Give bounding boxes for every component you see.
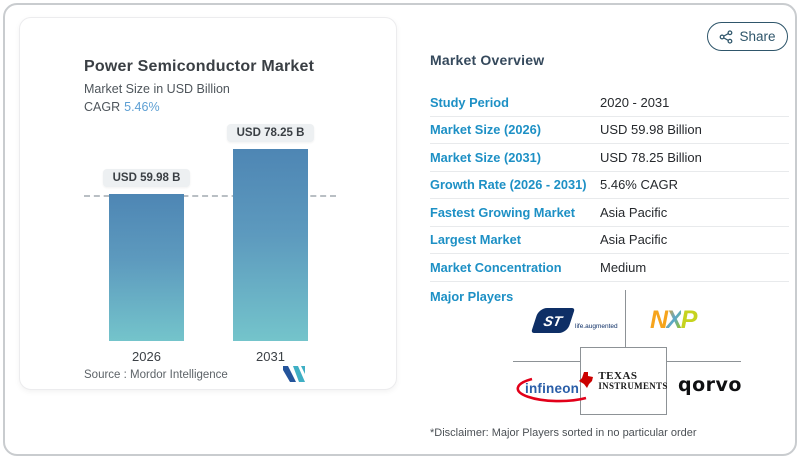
- infineon-arc-icon: [516, 377, 587, 403]
- disclaimer-text: *Disclaimer: Major Players sorted in no …: [430, 427, 697, 439]
- table-row: Growth Rate (2026 - 2031) 5.46% CAGR: [430, 172, 789, 199]
- ti-line1: TEXAS: [598, 369, 638, 382]
- table-row: Market Concentration Medium: [430, 254, 789, 282]
- texas-instruments-text: TEXAS INSTRUMENTS: [598, 369, 668, 392]
- source-value: Mordor Intelligence: [130, 369, 228, 381]
- reference-dashed-line: [84, 195, 336, 197]
- row-value: USD 78.25 Billion: [600, 149, 702, 165]
- row-label: Market Size (2026): [430, 122, 541, 138]
- infineon-wordmark: infineon: [525, 381, 580, 396]
- row-label: Fastest Growing Market: [430, 204, 576, 220]
- source-caption: Source : Mordor Intelligence: [84, 369, 228, 381]
- st-letters: ST: [542, 312, 564, 329]
- bar-2026[interactable]: [109, 194, 184, 341]
- row-label: Market Concentration: [430, 259, 562, 275]
- st-swoosh-icon: ST: [530, 308, 576, 333]
- row-value: Asia Pacific: [600, 232, 668, 248]
- share-button-label: Share: [739, 29, 776, 44]
- row-value: Medium: [600, 259, 647, 275]
- table-row: Fastest Growing Market Asia Pacific: [430, 199, 789, 227]
- x-axis-label-2031: 2031: [256, 349, 285, 364]
- x-axis-label-2026: 2026: [132, 349, 161, 364]
- texas-instruments-logo: TEXAS INSTRUMENTS: [579, 369, 668, 392]
- players-vertical-divider: [625, 290, 626, 348]
- chart-cagr: CAGR 5.46%: [84, 100, 160, 114]
- ti-line2: INSTRUMENTS: [598, 381, 668, 392]
- row-label: Market Size (2031): [430, 149, 541, 165]
- cagr-value: 5.46%: [124, 100, 160, 114]
- row-label: Study Period: [430, 94, 509, 110]
- widget-frame: Power Semiconductor Market Market Size i…: [3, 3, 797, 456]
- row-value: Asia Pacific: [600, 204, 668, 220]
- nxp-logo: NXP: [650, 306, 698, 335]
- st-tagline: life.augmented: [575, 323, 618, 330]
- bar-2031[interactable]: [233, 149, 308, 341]
- bar-group-2031: USD 78.25 B: [226, 124, 315, 341]
- bar-value-badge-2026: USD 59.98 B: [102, 169, 191, 187]
- source-label: Source :: [84, 369, 127, 381]
- row-value: USD 59.98 Billion: [600, 122, 702, 138]
- row-label: Largest Market: [430, 232, 522, 248]
- row-value: 2020 - 2031: [600, 94, 670, 110]
- overview-title: Market Overview: [430, 52, 545, 68]
- table-row: Largest Market Asia Pacific: [430, 227, 789, 254]
- mordor-intelligence-logo-icon: [283, 366, 305, 382]
- nxp-letter-x: X: [666, 306, 683, 334]
- chart-subtitle: Market Size in USD Billion: [84, 82, 230, 96]
- share-icon: [720, 29, 733, 44]
- chart-title: Power Semiconductor Market: [84, 58, 315, 75]
- texas-map-icon: [579, 372, 594, 389]
- table-row: Market Size (2026) USD 59.98 Billion: [430, 117, 789, 144]
- overview-table: Study Period 2020 - 2031 Market Size (20…: [430, 89, 789, 282]
- major-players-grid: ST life.augmented NXP TEXAS INSTRUMENTS: [510, 288, 742, 416]
- row-label: Growth Rate (2026 - 2031): [430, 177, 587, 193]
- table-row: Market Size (2031) USD 78.25 Billion: [430, 144, 789, 172]
- row-value: 5.46% CAGR: [600, 177, 679, 193]
- nxp-letter-n: N: [650, 306, 668, 334]
- chart-card: Power Semiconductor Market Market Size i…: [19, 17, 397, 390]
- share-button[interactable]: Share: [707, 22, 788, 51]
- cagr-label: CAGR: [84, 100, 121, 114]
- major-players-label: Major Players: [430, 289, 514, 304]
- bar-group-2026: USD 59.98 B: [102, 169, 191, 341]
- texas-instruments-box: TEXAS INSTRUMENTS: [579, 347, 668, 415]
- infineon-logo: infineon: [516, 376, 588, 403]
- qorvo-logo: qorvo: [678, 374, 742, 396]
- nxp-letter-p: P: [680, 306, 698, 334]
- stmicroelectronics-logo: ST life.augmented: [530, 308, 618, 333]
- table-row: Study Period 2020 - 2031: [430, 89, 789, 117]
- bar-value-badge-2031: USD 78.25 B: [226, 124, 315, 142]
